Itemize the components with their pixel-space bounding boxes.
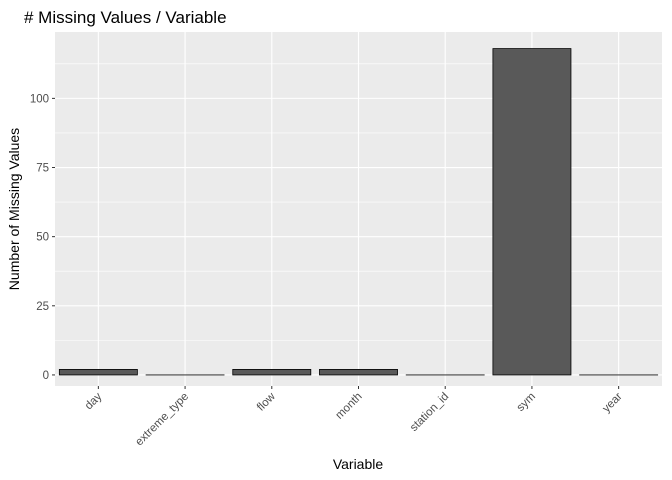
y-tick-label: 25 bbox=[36, 301, 49, 313]
x-tick-label-station_id: station_id bbox=[408, 391, 451, 434]
chart-title: # Missing Values / Variable bbox=[24, 8, 227, 27]
bar-day bbox=[58, 369, 138, 376]
y-tick-label: 50 bbox=[36, 232, 49, 244]
x-tick-label-day: day bbox=[83, 390, 105, 412]
y-tick-label: 0 bbox=[43, 370, 49, 382]
x-tick-label-year: year bbox=[600, 391, 624, 415]
bar-flow bbox=[232, 369, 312, 376]
y-axis: 0 25 50 75 100 bbox=[30, 93, 55, 382]
x-axis: day extreme_type flow month station_id sym yea… bbox=[83, 386, 625, 448]
bar-month bbox=[319, 369, 398, 376]
bars bbox=[58, 48, 659, 376]
x-tick-label-sym: sym bbox=[515, 391, 538, 414]
y-tick-label: 100 bbox=[30, 93, 49, 105]
x-tick-label-flow: flow bbox=[255, 390, 278, 413]
x-tick-label-month: month bbox=[334, 391, 365, 422]
bar-sym bbox=[492, 48, 572, 376]
x-tick-label-extreme_type: extreme_type bbox=[133, 391, 191, 449]
y-tick-label: 75 bbox=[36, 163, 49, 175]
y-axis-title: Number of Missing Values bbox=[6, 128, 22, 290]
x-axis-title: Variable bbox=[333, 456, 384, 472]
